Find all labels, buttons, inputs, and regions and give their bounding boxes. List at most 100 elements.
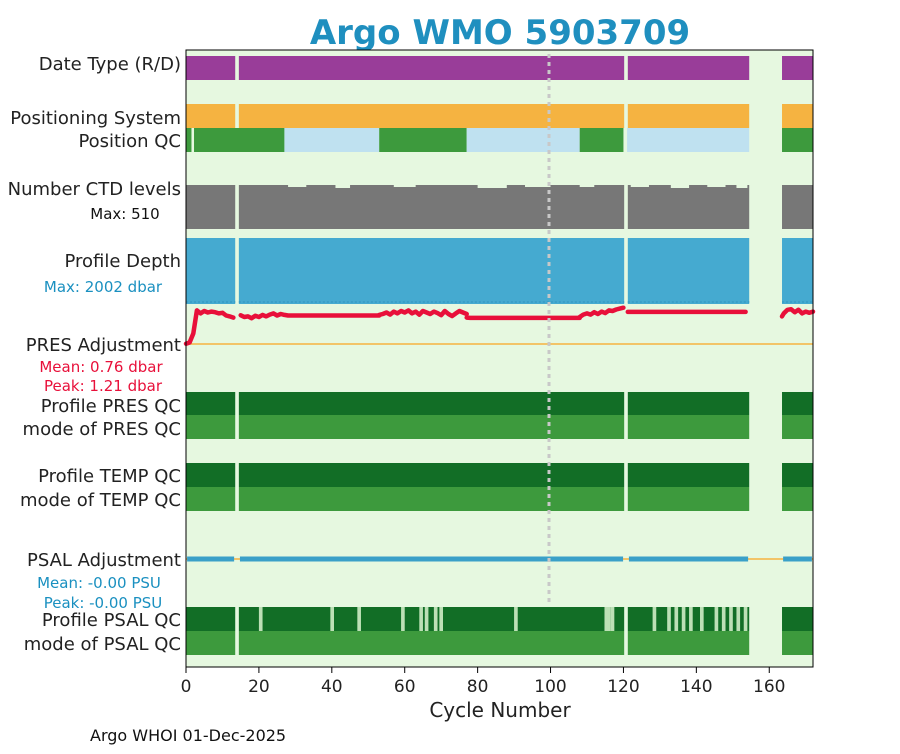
ctd-notch-4 xyxy=(525,185,551,187)
note-psal-mean: Mean: -0.00 PSU xyxy=(37,574,161,592)
bar-mode-temp-qc-0 xyxy=(186,487,235,511)
bar-mode-pres-qc-3 xyxy=(782,415,813,439)
note-ctd-max: Max: 510 xyxy=(90,205,159,223)
bar-position-qc-7 xyxy=(782,128,813,152)
bar-positioning-system-1 xyxy=(239,104,624,128)
bar-position-qc-4 xyxy=(467,128,580,152)
label-profile-pres-qc: Profile PRES QC xyxy=(41,396,181,417)
chart-title: Argo WMO 5903709 xyxy=(310,13,690,53)
label-date-type: Date Type (R/D) xyxy=(39,54,181,75)
label-pres-adjustment: PRES Adjustment xyxy=(26,335,181,356)
bar-ctd-levels-2 xyxy=(628,185,749,229)
bar-psal-qc-light-8 xyxy=(514,607,518,631)
bar-mode-pres-qc-0 xyxy=(186,415,235,439)
bar-profile-pres-qc-0 xyxy=(186,392,235,415)
bar-psal-qc-light-14 xyxy=(682,607,686,631)
ctd-notch-5 xyxy=(580,185,595,187)
bar-profile-depth-2 xyxy=(628,238,749,304)
bar-date-type-3 xyxy=(782,56,813,80)
bar-psal-qc-light-10 xyxy=(611,607,615,631)
bar-profile-psal-qc-1 xyxy=(239,607,624,631)
bar-psal-qc-light-18 xyxy=(722,607,726,631)
bar-mode-pres-qc-1 xyxy=(239,415,624,439)
x-tick-label-80: 80 xyxy=(467,677,489,697)
bar-mode-pres-qc-2 xyxy=(628,415,749,439)
note-pres-peak: Peak: 1.21 dbar xyxy=(44,377,163,395)
bar-psal-qc-light-4 xyxy=(419,607,423,631)
bar-mode-psal-qc-0 xyxy=(186,631,235,655)
bar-ctd-levels-3 xyxy=(782,185,813,229)
bar-psal-qc-light-12 xyxy=(667,607,671,631)
bar-profile-temp-qc-2 xyxy=(628,463,749,487)
footer-text: Argo WHOI 01-Dec-2025 xyxy=(90,726,286,745)
bar-date-type-0 xyxy=(186,56,235,80)
label-mode-temp-qc: mode of TEMP QC xyxy=(20,490,181,511)
bar-position-qc-2 xyxy=(284,128,379,152)
bar-psal-qc-light-9 xyxy=(604,607,610,631)
bar-profile-depth-1 xyxy=(239,238,624,304)
bar-psal-qc-light-20 xyxy=(736,607,740,631)
label-profile-temp-qc: Profile TEMP QC xyxy=(38,466,181,487)
bar-mode-psal-qc-1 xyxy=(239,631,624,655)
row-labels: Date Type (R/D) Positioning System Posit… xyxy=(8,54,181,655)
label-positioning-system: Positioning System xyxy=(10,108,181,129)
bar-positioning-system-3 xyxy=(782,104,813,128)
label-position-qc: Position QC xyxy=(78,131,181,152)
bar-psal-qc-light-1 xyxy=(330,607,334,631)
bar-psal-qc-light-21 xyxy=(744,607,748,631)
bar-psal-qc-light-13 xyxy=(674,607,678,631)
bar-psal-qc-light-11 xyxy=(653,607,657,631)
bar-profile-psal-qc-0 xyxy=(186,607,235,631)
ctd-notch-6 xyxy=(631,185,649,187)
bar-profile-pres-qc-1 xyxy=(239,392,624,415)
x-axis-label: Cycle Number xyxy=(429,698,571,722)
bar-psal-qc-light-5 xyxy=(425,607,429,631)
bar-profile-pres-qc-2 xyxy=(628,392,749,415)
bar-profile-temp-qc-0 xyxy=(186,463,235,487)
bar-profile-psal-qc-3 xyxy=(782,607,813,631)
bar-psal-qc-light-6 xyxy=(434,607,438,631)
ctd-notch-0 xyxy=(288,185,306,187)
x-tick-label-40: 40 xyxy=(321,677,343,697)
x-tick-label-20: 20 xyxy=(248,677,270,697)
ctd-notch-8 xyxy=(707,185,725,187)
bar-profile-pres-qc-3 xyxy=(782,392,813,415)
x-tick-label-140: 140 xyxy=(680,677,712,697)
bar-profile-depth-3 xyxy=(782,238,813,304)
bar-mode-psal-qc-3 xyxy=(782,631,813,655)
bar-mode-temp-qc-1 xyxy=(239,487,624,511)
ctd-notch-7 xyxy=(671,185,689,188)
bar-position-qc-1 xyxy=(194,128,284,152)
bar-ctd-levels-0 xyxy=(186,185,235,229)
bar-psal-qc-light-15 xyxy=(689,607,693,631)
bar-positioning-system-2 xyxy=(628,104,749,128)
bar-position-qc-5 xyxy=(580,128,624,152)
bar-position-qc-6 xyxy=(627,128,749,152)
label-mode-pres-qc: mode of PRES QC xyxy=(23,419,181,440)
bar-psal-qc-light-17 xyxy=(715,607,719,631)
note-pres-mean: Mean: 0.76 dbar xyxy=(39,358,163,376)
note-psal-peak: Peak: -0.00 PSU xyxy=(44,594,163,612)
bar-positioning-system-0 xyxy=(186,104,235,128)
bar-position-qc-0 xyxy=(186,128,191,152)
bar-profile-temp-qc-3 xyxy=(782,463,813,487)
bar-ctd-levels-1 xyxy=(239,185,624,229)
bar-position-qc-3 xyxy=(379,128,466,152)
label-mode-psal-qc: mode of PSAL QC xyxy=(24,634,181,655)
bar-psal-qc-light-2 xyxy=(357,607,361,631)
label-profile-psal-qc: Profile PSAL QC xyxy=(42,610,181,631)
x-tick-label-0: 0 xyxy=(181,677,192,697)
label-psal-adjustment: PSAL Adjustment xyxy=(27,550,181,571)
ctd-notch-1 xyxy=(335,185,350,188)
ctd-notch-3 xyxy=(478,185,507,188)
x-tick-label-120: 120 xyxy=(607,677,639,697)
bar-psal-qc-light-19 xyxy=(729,607,733,631)
label-ctd-levels: Number CTD levels xyxy=(8,179,181,200)
bar-date-type-2 xyxy=(628,56,749,80)
bar-date-type-1 xyxy=(239,56,624,80)
label-profile-depth: Profile Depth xyxy=(64,251,181,272)
pres-adjustment-line-1 xyxy=(241,313,380,318)
